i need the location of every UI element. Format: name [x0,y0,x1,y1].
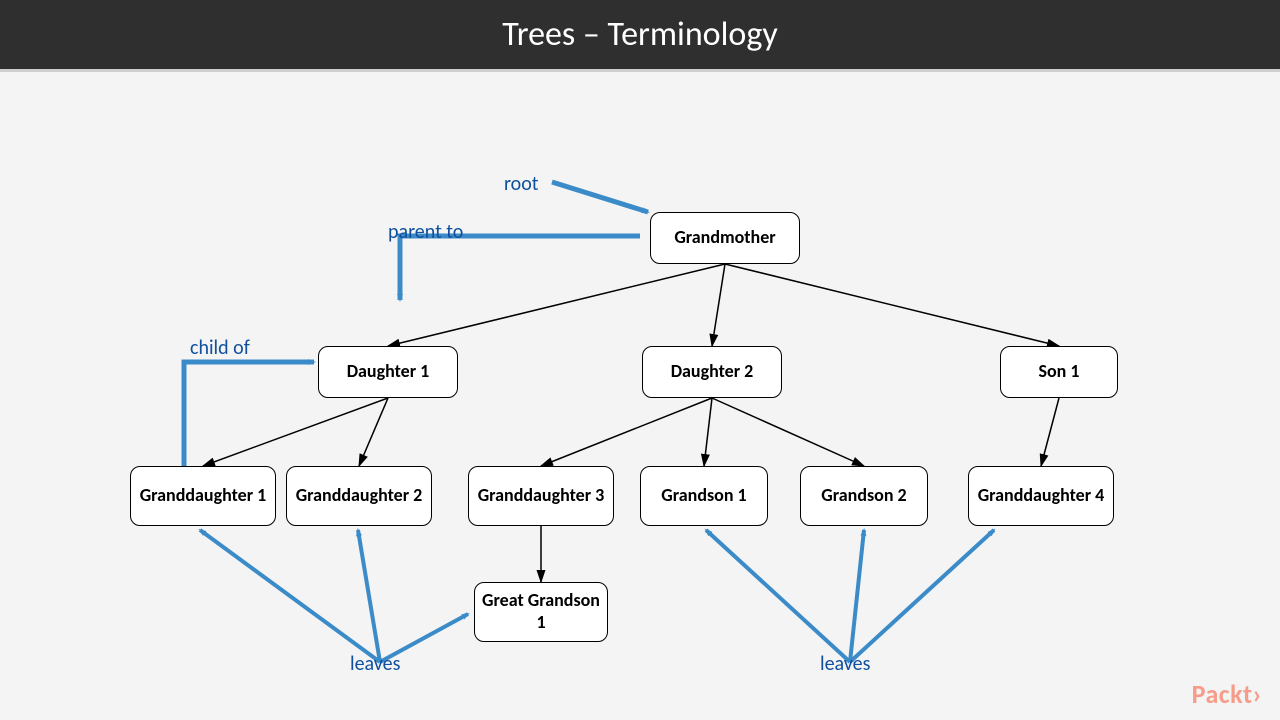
logo-text: Packt [1192,678,1253,710]
annotation-arrow-leaves1-0 [200,530,380,662]
node-d2: Daughter 2 [642,346,782,398]
node-gd4: Granddaughter 4 [968,466,1114,526]
node-gd3: Granddaughter 3 [468,466,614,526]
node-ggs1: Great Grandson 1 [474,582,608,642]
edge-gm-d1 [388,264,725,346]
annotation-arrow-leaves2-2 [850,530,994,662]
publisher-logo: Packt› [1192,678,1262,710]
page-title: Trees – Terminology [502,14,778,55]
node-gd1: Granddaughter 1 [130,466,276,526]
edge-d1-gd1 [203,398,388,466]
edge-d2-gd3 [541,398,712,466]
annotation-arrow-root [552,182,648,212]
node-d1: Daughter 1 [318,346,458,398]
node-gs1: Grandson 1 [640,466,768,526]
title-bar: Trees – Terminology [0,0,1280,72]
annotation-arrow-leaves2-1 [850,530,864,662]
annotation-arrow-parentto [400,236,640,300]
annotation-arrow-leaves1-1 [358,530,380,662]
edge-gm-d2 [712,264,725,346]
edge-s1-gd4 [1041,398,1059,466]
edge-d1-gd2 [359,398,388,466]
edge-gm-s1 [725,264,1059,346]
annotation-root: root [504,172,538,196]
node-s1: Son 1 [1000,346,1118,398]
annotation-leaves1: leaves [350,652,400,676]
node-gd2: Granddaughter 2 [286,466,432,526]
annotation-arrow-leaves2-0 [706,530,850,662]
diagram-canvas: Packt› Grandmother Daughter 1 Daughter 2 So… [0,72,1280,720]
node-gs2: Grandson 2 [800,466,928,526]
node-gm: Grandmother [650,212,800,264]
edge-d2-gs1 [704,398,712,466]
annotation-childof: child of [190,336,250,360]
annotation-leaves2: leaves [820,652,870,676]
annotation-parentto: parent to [388,220,463,244]
logo-caret: › [1253,678,1262,710]
edge-d2-gs2 [712,398,864,466]
